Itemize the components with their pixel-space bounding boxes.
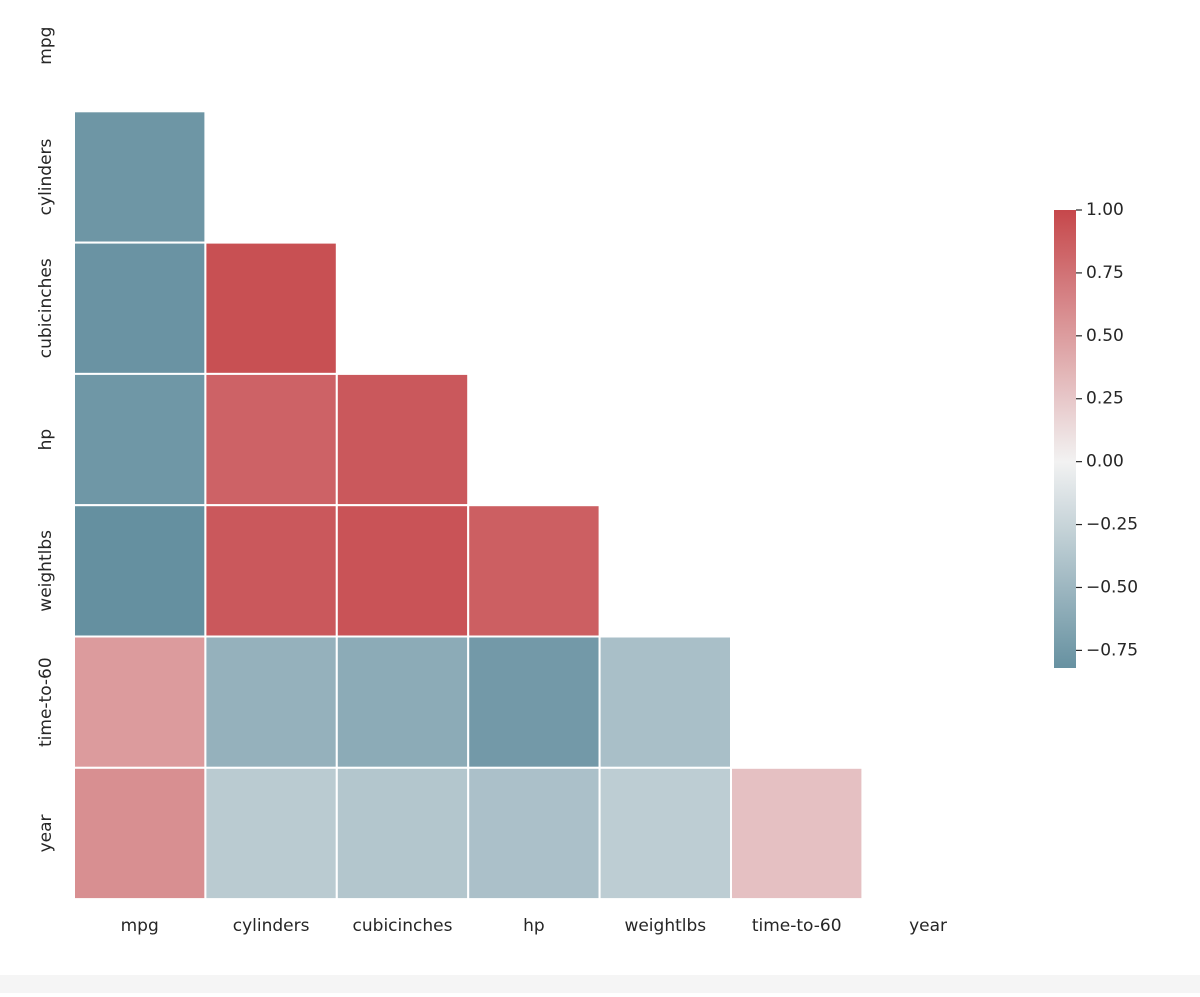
colorbar-tick-label: −0.25 [1086, 515, 1138, 535]
heatmap-cell [598, 766, 732, 901]
x-tick-label: cubicinches [353, 916, 453, 936]
heatmap-cell [467, 504, 601, 638]
y-tick-label: time-to-60 [36, 657, 56, 747]
heatmap-cell [73, 635, 207, 769]
heatmap-cell [204, 766, 338, 901]
x-tick-label: time-to-60 [752, 916, 842, 936]
y-tick-label: mpg [36, 27, 56, 65]
heatmap-cell [467, 766, 601, 901]
heatmap-cell [204, 504, 338, 638]
bottom-strip [0, 975, 1200, 993]
x-tick-label: mpg [121, 916, 159, 936]
heatmap-cell [335, 504, 470, 638]
heatmap-cell [204, 241, 338, 375]
heatmap-cell [335, 766, 470, 901]
y-tick-label: cubicinches [36, 258, 56, 358]
x-tick-label: cylinders [233, 916, 310, 936]
colorbar-tick-label: 0.50 [1086, 326, 1124, 346]
heatmap-cell [335, 635, 470, 769]
colorbar-tick-label: −0.75 [1086, 640, 1138, 660]
colorbar-tick-label: 1.00 [1086, 200, 1124, 220]
x-tick-label: hp [523, 916, 545, 936]
heatmap-cell [204, 372, 338, 507]
x-tick-label: year [909, 916, 947, 936]
colorbar-tick-label: 0.00 [1086, 452, 1124, 472]
heatmap-cell [73, 372, 207, 507]
x-tick-label: weightlbs [624, 916, 706, 936]
colorbar-tick-label: −0.50 [1086, 577, 1138, 597]
heatmap-cell [73, 241, 207, 375]
heatmap-cell [467, 635, 601, 769]
heatmap-cell [204, 635, 338, 769]
y-tick-label: hp [36, 429, 56, 451]
heatmap-cell [598, 635, 732, 769]
y-tick-label: cylinders [36, 138, 56, 215]
colorbar [1054, 210, 1076, 668]
heatmap-cell [335, 372, 470, 507]
colorbar-tick-label: 0.75 [1086, 263, 1124, 283]
y-tick-label: year [36, 814, 56, 852]
heatmap-cell [73, 110, 207, 244]
y-tick-label: weightlbs [36, 530, 56, 612]
heatmap-cell [73, 766, 207, 901]
heatmap-cell [73, 504, 207, 638]
colorbar-tick-label: 0.25 [1086, 389, 1124, 409]
heatmap-cell [730, 766, 864, 901]
